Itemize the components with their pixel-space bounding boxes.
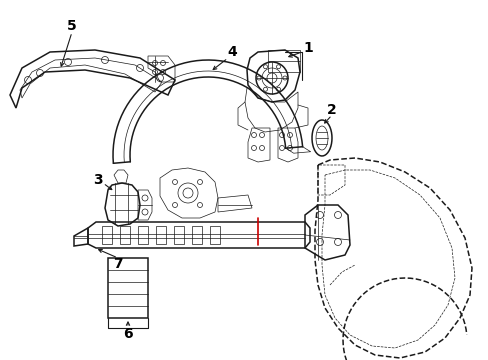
Bar [120,226,130,244]
Text: 4: 4 [226,45,236,59]
Bar [102,226,112,244]
Bar [174,226,183,244]
Bar [138,226,148,244]
Text: 7: 7 [113,257,122,271]
Text: 6: 6 [123,327,133,341]
Text: 5: 5 [67,19,77,33]
Text: 3: 3 [93,173,102,187]
Text: 1: 1 [303,41,312,55]
Bar [209,226,220,244]
Bar [192,226,202,244]
Text: 2: 2 [326,103,336,117]
Bar [156,226,165,244]
